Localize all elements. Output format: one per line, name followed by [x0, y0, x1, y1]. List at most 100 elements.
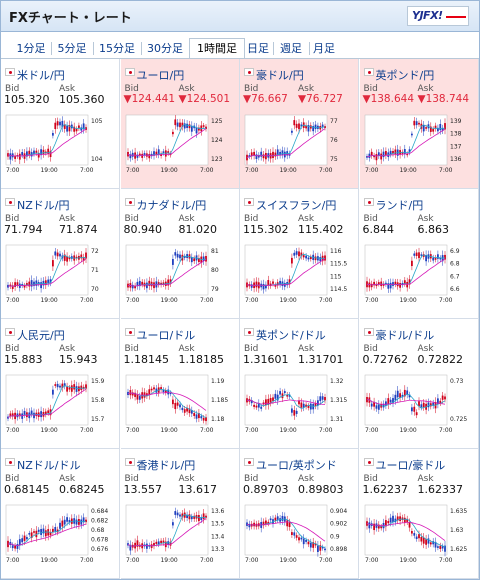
mini-chart[interactable]: 105 104 7:00 19:00 7:00 [4, 111, 116, 175]
candle-body [171, 258, 174, 265]
pair-cell[interactable]: 豪ドル/円 Bid Ask ▼76.667 ▼76.727 77 76 75 7:00 19:00… [240, 59, 359, 189]
tab-5[interactable]: 1時間足 [189, 38, 245, 58]
pair-name-link[interactable]: 香港ドル/円 [136, 459, 196, 472]
pair-cell[interactable]: ランド/円 Bid Ask 6.844 6.863 6.9 6.8 6.7 6.6 7:00 19:… [359, 189, 479, 319]
bid-label: Bid [5, 474, 20, 484]
pair-cell[interactable]: 英ポンド/ドル Bid Ask 1.31601 1.31701 1.32 1.315 1.31… [240, 319, 359, 449]
tab-8[interactable]: 月足 [313, 42, 335, 55]
pair-cell[interactable]: カナダドル/円 Bid Ask 80.940 81.020 81 80 79 7:00 19:00… [120, 189, 240, 319]
plot-area [244, 244, 328, 296]
mini-chart[interactable]: 125 124 123 7:00 19:00 7:00 [124, 111, 236, 175]
pair-cell[interactable]: ユーロ/英ポンド Bid Ask 0.89703 0.89803 0.904 0.902 0.… [240, 449, 359, 579]
candle-body [23, 411, 26, 415]
bid-label: Bid [124, 474, 139, 484]
candle-body [73, 126, 76, 132]
candle-body [255, 154, 258, 160]
x-tick-label: 7:00 [126, 167, 140, 174]
candle-body [434, 257, 436, 260]
candle-body [305, 125, 307, 129]
y-tick-label: 1.635 [450, 508, 467, 515]
candle-body [37, 153, 40, 158]
pair-name-link[interactable]: 米ドル/円 [17, 69, 65, 82]
flag-dot-icon [9, 71, 12, 74]
tab-6[interactable]: 日足 [247, 42, 269, 55]
pair-name-link[interactable]: スイスフラン/円 [256, 199, 337, 212]
y-tick-label: 1.63 [450, 527, 464, 534]
ask-label: Ask [59, 84, 76, 94]
pair-name-link[interactable]: 英ポンド/ドル [256, 329, 326, 342]
pair-name-link[interactable]: ユーロ/豪ドル [375, 459, 446, 472]
pair-cell[interactable]: 香港ドル/円 Bid Ask 13.557 13.617 13.6 13.5 13.4 13.3… [120, 449, 240, 579]
pair-name-link[interactable]: NZドル/円 [17, 199, 70, 212]
plot-area [244, 374, 328, 426]
candle-body [66, 256, 68, 262]
mini-chart[interactable]: 1.635 1.63 1.625 7:00 19:00 7:00 [363, 501, 475, 565]
mini-chart[interactable]: 81 80 79 7:00 19:00 7:00 [124, 241, 236, 305]
mini-chart[interactable]: 13.6 13.5 13.4 13.3 7:00 19:00 7:00 [124, 501, 236, 565]
x-tick-label: 7:00 [200, 427, 214, 434]
mini-chart[interactable]: 1.32 1.315 1.31 7:00 19:00 7:00 [243, 371, 355, 435]
pair-name-link[interactable]: 豪ドル/ドル [375, 329, 435, 342]
pair-cell[interactable]: ユーロ/豪ドル Bid Ask 1.62237 1.62337 1.635 1.63 1.62… [359, 449, 479, 579]
y-tick-label: 115 [330, 273, 342, 280]
candle-body [178, 122, 181, 128]
candle-body [63, 254, 66, 261]
candle-body [75, 256, 78, 259]
mini-chart[interactable]: 0.684 0.682 0.68 0.678 0.676 7:00 19:00 7:00 [4, 501, 116, 565]
x-tick-label: 7:00 [80, 167, 94, 174]
mini-chart[interactable]: 0.73 0.725 7:00 19:00 7:00 [363, 371, 475, 435]
pair-name-link[interactable]: NZドル/ドル [17, 459, 81, 472]
pair-cell[interactable]: 豪ドル/ドル Bid Ask 0.72762 0.72822 0.73 0.725 7:00 1… [359, 319, 479, 449]
pair-name-link[interactable]: 豪ドル/円 [256, 69, 304, 82]
pair-cell[interactable]: ユーロ/円 Bid Ask ▼124.441 ▼124.501 125 124 123 7:00… [120, 59, 240, 189]
candle-body [11, 413, 14, 417]
pair-name-link[interactable]: 英ポンド/円 [375, 69, 435, 82]
tab-2[interactable]: 5分足 [57, 42, 87, 55]
pair-name-link[interactable]: 人民元/円 [17, 329, 65, 342]
candle-body [197, 258, 200, 263]
mini-chart[interactable]: 1.19 1.185 1.18 7:00 19:00 7:00 [124, 371, 236, 435]
candle-body [30, 280, 33, 287]
tab-4[interactable]: 30分足 [147, 42, 183, 55]
pair-cell[interactable]: 人民元/円 Bid Ask 15.883 15.943 15.9 15.8 15.7 7:00 1… [1, 319, 120, 449]
candle-body [422, 254, 425, 257]
pair-cell[interactable]: NZドル/ドル Bid Ask 0.68145 0.68245 0.684 0.682 0.6… [1, 449, 120, 579]
mini-chart-svg: 77 76 75 7:00 19:00 7:00 [244, 114, 338, 174]
mini-chart[interactable]: 6.9 6.8 6.7 6.6 7:00 19:00 7:00 [363, 241, 475, 305]
mini-chart-svg: 0.904 0.902 0.9 0.898 7:00 19:00 7:00 [244, 504, 347, 564]
pair-name-link[interactable]: ユーロ/ドル [136, 329, 196, 342]
candle-body [436, 254, 439, 259]
mini-chart[interactable]: 116 115.5 115 114.5 7:00 19:00 7:00 [243, 241, 355, 305]
pair-cell[interactable]: 米ドル/円 Bid Ask 105.320 105.360 105 104 7:00 19:00… [1, 59, 120, 189]
candle-body [393, 281, 396, 285]
tab-1[interactable]: 1分足 [16, 42, 46, 55]
bid-value: 1.31601 [243, 353, 289, 366]
candle-body [59, 253, 61, 257]
x-tick-label: 7:00 [439, 167, 453, 174]
candle-body [131, 284, 134, 289]
mini-chart[interactable]: 72 71 70 7:00 19:00 7:00 [4, 241, 116, 305]
pair-cell[interactable]: ユーロ/ドル Bid Ask 1.18145 1.18185 1.19 1.185 1.18 7… [120, 319, 240, 449]
y-tick-label: 116 [330, 248, 342, 255]
candle-body [202, 417, 205, 421]
mini-chart[interactable]: 0.904 0.902 0.9 0.898 7:00 19:00 7:00 [243, 501, 355, 565]
candle-body [49, 279, 52, 283]
pair-cell[interactable]: NZドル/円 Bid Ask 71.794 71.874 72 71 70 7:00 19:00 7… [1, 189, 120, 319]
y-tick-label: 138 [450, 131, 462, 138]
x-tick-label: 19:00 [160, 557, 177, 564]
x-tick-label: 7:00 [365, 427, 379, 434]
pair-name-link[interactable]: ユーロ/英ポンド [256, 459, 337, 472]
pair-name-link[interactable]: カナダドル/円 [136, 199, 207, 212]
mini-chart[interactable]: 139 138 137 136 7:00 19:00 7:00 [363, 111, 475, 175]
pair-cell[interactable]: 英ポンド/円 Bid Ask ▼138.644 ▼138.744 139 138 137 136… [359, 59, 479, 189]
mini-chart[interactable]: 77 76 75 7:00 19:00 7:00 [243, 111, 355, 175]
candle-body [171, 131, 174, 135]
pair-cell[interactable]: スイスフラン/円 Bid Ask 115.302 115.402 116 115.5 115 1… [240, 189, 359, 319]
pair-name-link[interactable]: ランド/円 [375, 199, 424, 212]
candle-body [438, 400, 441, 404]
pair-name-link[interactable]: ユーロ/円 [136, 69, 185, 82]
yjfx-logo[interactable]: YJFX! [407, 6, 469, 26]
tab-3[interactable]: 15分足 [99, 42, 135, 55]
mini-chart[interactable]: 15.9 15.8 15.7 7:00 19:00 7:00 [4, 371, 116, 435]
tab-7[interactable]: 週足 [280, 42, 302, 55]
